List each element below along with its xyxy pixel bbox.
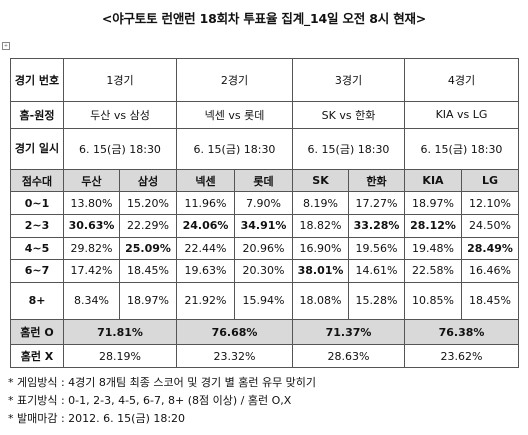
vote-rate-cell: 18.45% <box>461 281 519 320</box>
vote-rate-cell: 11.96% <box>176 191 235 216</box>
row-label-matchup: 홈-원정 <box>10 101 64 129</box>
vote-rate-cell: 33.28% <box>348 214 405 238</box>
footnote-deadline: * 발매마감 : 2012. 6. 15(금) 18:20 <box>8 412 186 425</box>
row-label-homerun-yes: 홈런 O <box>10 318 64 346</box>
vote-rate-cell: 18.45% <box>119 259 177 283</box>
vote-rate-cell: 17.42% <box>63 259 120 283</box>
vote-rate-cell: 18.08% <box>292 281 349 320</box>
vote-rate-cell: 38.01% <box>292 259 349 283</box>
row-score-header: 점수대 두산 삼성 넥센 롯데 SK 한화 KIA LG <box>10 168 519 193</box>
row-label-datetime: 경기 일시 <box>10 127 64 170</box>
vote-rate-cell: 19.56% <box>348 236 405 261</box>
vote-rate-cell: 21.92% <box>176 281 235 320</box>
game-number-cell: 3경기 <box>292 57 405 103</box>
row-homerun-yes: 홈런 O 71.81% 76.68% 71.37% 76.38% <box>10 318 519 346</box>
team-header-cell: 롯데 <box>234 168 293 193</box>
row-datetime: 경기 일시 6. 15(금) 18:30 6. 15(금) 18:30 6. 1… <box>10 127 519 170</box>
score-row: 8+ 8.34% 18.97% 21.92% 15.94% 18.08% 15.… <box>10 281 519 320</box>
vote-rate-cell: 24.06% <box>176 214 235 238</box>
team-header-cell: SK <box>292 168 349 193</box>
datetime-cell: 6. 15(금) 18:30 <box>292 127 405 170</box>
vote-rate-cell: 16.90% <box>292 236 349 261</box>
vote-rate-cell: 16.46% <box>461 259 519 283</box>
datetime-cell: 6. 15(금) 18:30 <box>63 127 177 170</box>
vote-rate-cell: 29.82% <box>63 236 120 261</box>
vote-rate-cell: 20.96% <box>234 236 293 261</box>
team-header-cell: 한화 <box>348 168 405 193</box>
score-range-label: 8+ <box>10 281 64 320</box>
vote-rate-cell: 19.48% <box>404 236 462 261</box>
homerun-no-cell: 28.19% <box>63 344 177 368</box>
row-label-homerun-no: 홈런 X <box>10 344 64 368</box>
score-row: 0~1 13.80% 15.20% 11.96% 7.90% 8.19% 17.… <box>10 191 519 216</box>
vote-rate-cell: 34.91% <box>234 214 293 238</box>
vote-rate-cell: 15.94% <box>234 281 293 320</box>
homerun-yes-cell: 76.38% <box>404 318 519 346</box>
document-title: <야구토토 런앤런 18회차 투표율 집계_14일 오전 8시 현재> <box>101 11 427 26</box>
vote-rate-cell: 15.28% <box>348 281 405 320</box>
footnotes: * 게임방식 : 4경기 8개팀 최종 스코어 및 경기 별 홈런 유무 맞히기… <box>8 374 316 428</box>
matchup-cell: KIA vs LG <box>404 101 519 129</box>
score-row: 4~5 29.82% 25.09% 22.44% 20.96% 16.90% 1… <box>10 236 519 261</box>
vote-rate-cell: 18.97% <box>119 281 177 320</box>
vote-rate-cell: 28.49% <box>461 236 519 261</box>
team-header-cell: 삼성 <box>119 168 177 193</box>
row-label-score-range: 점수대 <box>10 168 64 193</box>
score-range-label: 2~3 <box>10 214 64 238</box>
score-range-label: 0~1 <box>10 191 64 216</box>
vote-rate-cell: 19.63% <box>176 259 235 283</box>
game-number-cell: 4경기 <box>404 57 519 103</box>
matchup-cell: SK vs 한화 <box>292 101 405 129</box>
vote-rate-cell: 20.30% <box>234 259 293 283</box>
vote-rate-cell: 24.50% <box>461 214 519 238</box>
game-number-cell: 2경기 <box>176 57 293 103</box>
row-matchup: 홈-원정 두산 vs 삼성 넥센 vs 롯데 SK vs 한화 KIA vs L… <box>10 101 519 129</box>
vote-rate-cell: 18.82% <box>292 214 349 238</box>
row-game-number: 경기 번호 1경기 2경기 3경기 4경기 <box>10 57 519 103</box>
vote-rate-cell: 8.19% <box>292 191 349 216</box>
vote-rate-cell: 18.97% <box>404 191 462 216</box>
score-row: 2~3 30.63% 22.29% 24.06% 34.91% 18.82% 3… <box>10 214 519 238</box>
game-number-cell: 1경기 <box>63 57 177 103</box>
vote-rate-cell: 22.29% <box>119 214 177 238</box>
score-range-label: 6~7 <box>10 259 64 283</box>
homerun-yes-cell: 76.68% <box>176 318 293 346</box>
vote-rate-cell: 15.20% <box>119 191 177 216</box>
matchup-cell: 넥센 vs 롯데 <box>176 101 293 129</box>
datetime-cell: 6. 15(금) 18:30 <box>404 127 519 170</box>
vote-rate-cell: 22.58% <box>404 259 462 283</box>
homerun-no-cell: 28.63% <box>292 344 405 368</box>
vote-rate-cell: 12.10% <box>461 191 519 216</box>
team-header-cell: LG <box>461 168 519 193</box>
row-label-game-number: 경기 번호 <box>10 57 64 103</box>
homerun-yes-cell: 71.37% <box>292 318 405 346</box>
vote-rate-cell: 14.61% <box>348 259 405 283</box>
homerun-yes-cell: 71.81% <box>63 318 177 346</box>
datetime-cell: 6. 15(금) 18:30 <box>176 127 293 170</box>
vote-rate-cell: 22.44% <box>176 236 235 261</box>
homerun-no-cell: 23.62% <box>404 344 519 368</box>
vote-rate-cell: 25.09% <box>119 236 177 261</box>
score-range-label: 4~5 <box>10 236 64 261</box>
vote-rate-cell: 10.85% <box>404 281 462 320</box>
team-header-cell: 두산 <box>63 168 120 193</box>
vote-rate-table: 경기 번호 1경기 2경기 3경기 4경기 홈-원정 두산 vs 삼성 넥센 v… <box>10 57 519 368</box>
vote-rate-cell: 30.63% <box>63 214 120 238</box>
footnote-game-method: * 게임방식 : 4경기 8개팀 최종 스코어 및 경기 별 홈런 유무 맞히기 <box>8 376 317 389</box>
vote-rate-cell: 8.34% <box>63 281 120 320</box>
table-anchor-icon: + <box>2 42 10 50</box>
vote-rate-cell: 28.12% <box>404 214 462 238</box>
row-homerun-no: 홈런 X 28.19% 23.32% 28.63% 23.62% <box>10 344 519 368</box>
team-header-cell: KIA <box>404 168 462 193</box>
homerun-no-cell: 23.32% <box>176 344 293 368</box>
vote-rate-cell: 17.27% <box>348 191 405 216</box>
vote-rate-cell: 13.80% <box>63 191 120 216</box>
matchup-cell: 두산 vs 삼성 <box>63 101 177 129</box>
team-header-cell: 넥센 <box>176 168 235 193</box>
footnote-notation: * 표기방식 : 0-1, 2-3, 4-5, 6-7, 8+ (8점 이상) … <box>8 394 292 407</box>
score-row: 6~7 17.42% 18.45% 19.63% 20.30% 38.01% 1… <box>10 259 519 283</box>
vote-rate-cell: 7.90% <box>234 191 293 216</box>
